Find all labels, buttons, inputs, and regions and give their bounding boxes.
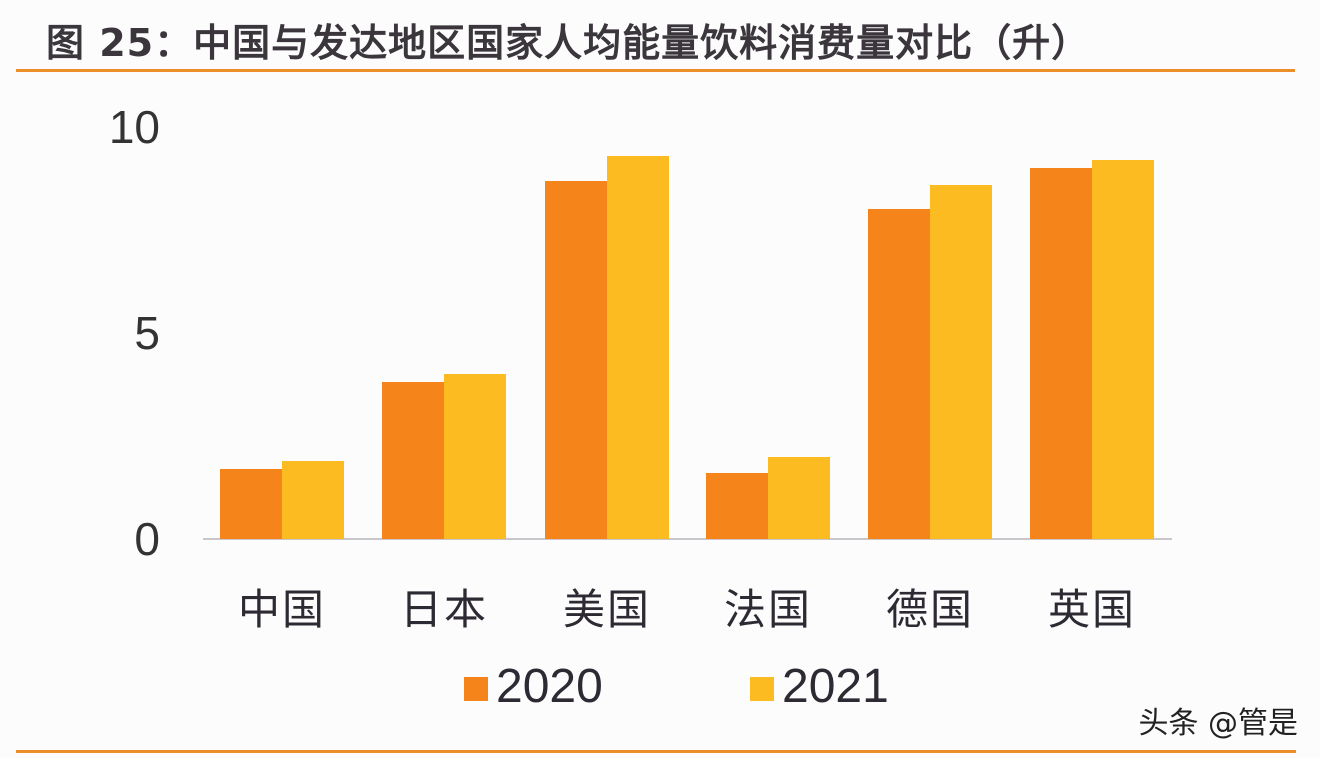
bottom-divider bbox=[16, 750, 1296, 753]
bar-2021 bbox=[930, 184, 992, 539]
bar-2020 bbox=[545, 180, 607, 539]
bar-2020 bbox=[220, 468, 282, 539]
x-tick-label: 中国 bbox=[237, 585, 326, 634]
legend-swatch-icon bbox=[750, 677, 774, 701]
legend-item-2020: 2020 bbox=[464, 656, 603, 716]
y-tick-label: 5 bbox=[134, 307, 160, 359]
x-axis-line bbox=[203, 538, 1172, 540]
legend-label: 2021 bbox=[782, 659, 889, 713]
bar-2021 bbox=[444, 374, 506, 539]
watermark: 头条 @管是 bbox=[1138, 706, 1298, 741]
x-tick-label: 法国 bbox=[723, 585, 812, 634]
bar-2020 bbox=[1030, 168, 1092, 539]
top-divider bbox=[16, 69, 1295, 72]
bar-2020 bbox=[706, 473, 768, 539]
bar-2021 bbox=[282, 460, 344, 539]
bar-2021 bbox=[1092, 159, 1154, 539]
bar-2020 bbox=[382, 382, 444, 539]
legend-swatch-icon bbox=[464, 677, 488, 701]
legend-label: 2020 bbox=[496, 659, 603, 713]
x-tick-label: 日本 bbox=[399, 585, 488, 634]
x-tick-label: 德国 bbox=[885, 585, 974, 634]
bar-2021 bbox=[768, 456, 830, 539]
y-tick-label: 0 bbox=[134, 513, 160, 565]
bar-2020 bbox=[868, 209, 930, 539]
bar-2021 bbox=[607, 155, 669, 539]
figure-title: 图 25：中国与发达地区国家人均能量饮料消费量对比（升） bbox=[46, 21, 1091, 65]
y-tick-label: 10 bbox=[108, 101, 160, 153]
legend-item-2021: 2021 bbox=[750, 656, 889, 716]
x-tick-label: 美国 bbox=[562, 585, 651, 634]
x-tick-label: 英国 bbox=[1047, 585, 1136, 634]
